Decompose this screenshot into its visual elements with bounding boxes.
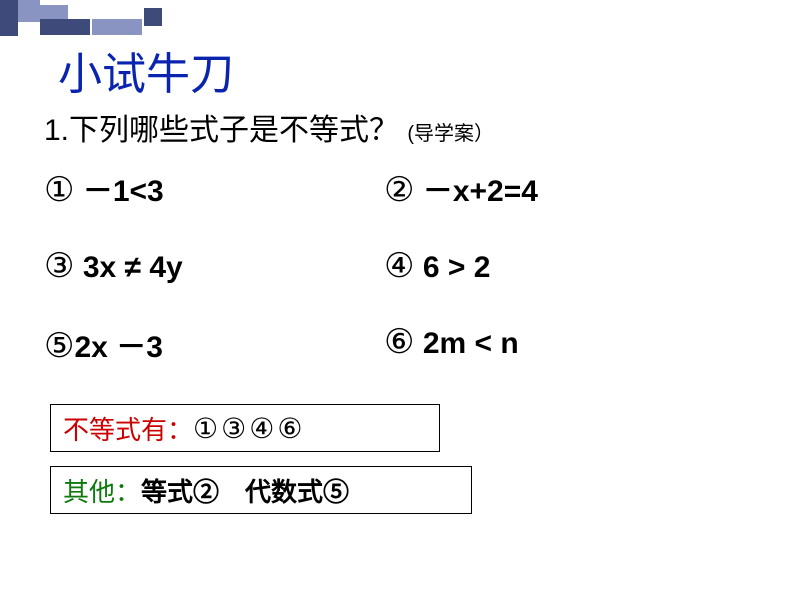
- expr-number-3: ③: [44, 247, 74, 285]
- expressions-container: ① －1<3 ② －x+2=4 ③ 3x ≠ 4y ④ 6 > 2 ⑤2x －3…: [44, 166, 744, 402]
- expression-5: ⑤2x －3: [44, 322, 384, 366]
- question-text: 1.下列哪些式子是不等式？ (导学案）: [44, 105, 494, 149]
- answer-label-inequality: 不等式有：: [63, 410, 193, 447]
- expr-number-5: ⑤: [44, 327, 74, 365]
- expr-text-2: －x+2=4: [414, 175, 537, 208]
- answer-spacer: [219, 472, 245, 509]
- answer-content-algebraic: 代数式⑤: [245, 472, 349, 509]
- expr-text-1: －1<3: [74, 175, 163, 208]
- expression-3: ③ 3x ≠ 4y: [44, 246, 384, 286]
- expression-6: ⑥ 2m < n: [384, 322, 744, 366]
- slide-title: 小试牛刀: [58, 38, 234, 102]
- answer-content-inequality: ①③④⑥: [193, 412, 305, 445]
- expression-4: ④ 6 > 2: [384, 246, 744, 286]
- expression-row-3: ⑤2x －3 ⑥ 2m < n: [44, 322, 744, 366]
- expr-text-6: 2m < n: [414, 327, 518, 360]
- question-main: 1.下列哪些式子是不等式？: [44, 114, 399, 147]
- answer-box-other: 其他： 等式② 代数式⑤: [50, 466, 472, 514]
- expr-text-4: 6 > 2: [414, 251, 490, 284]
- expression-row-1: ① －1<3 ② －x+2=4: [44, 166, 744, 210]
- expr-number-6: ⑥: [384, 323, 414, 361]
- answer-box-inequality: 不等式有： ①③④⑥: [50, 404, 440, 452]
- expression-2: ② －x+2=4: [384, 166, 744, 210]
- corner-decoration: [0, 0, 180, 40]
- question-note: (导学案）: [407, 123, 494, 145]
- expr-number-1: ①: [44, 171, 74, 209]
- expr-number-2: ②: [384, 171, 414, 209]
- expr-text-3: 3x ≠ 4y: [74, 251, 182, 284]
- expr-number-4: ④: [384, 247, 414, 285]
- expression-row-2: ③ 3x ≠ 4y ④ 6 > 2: [44, 246, 744, 286]
- expr-text-5: 2x －3: [74, 331, 162, 364]
- expression-1: ① －1<3: [44, 166, 384, 210]
- answer-content-equation: 等式②: [141, 472, 219, 509]
- answer-label-other: 其他：: [63, 472, 141, 509]
